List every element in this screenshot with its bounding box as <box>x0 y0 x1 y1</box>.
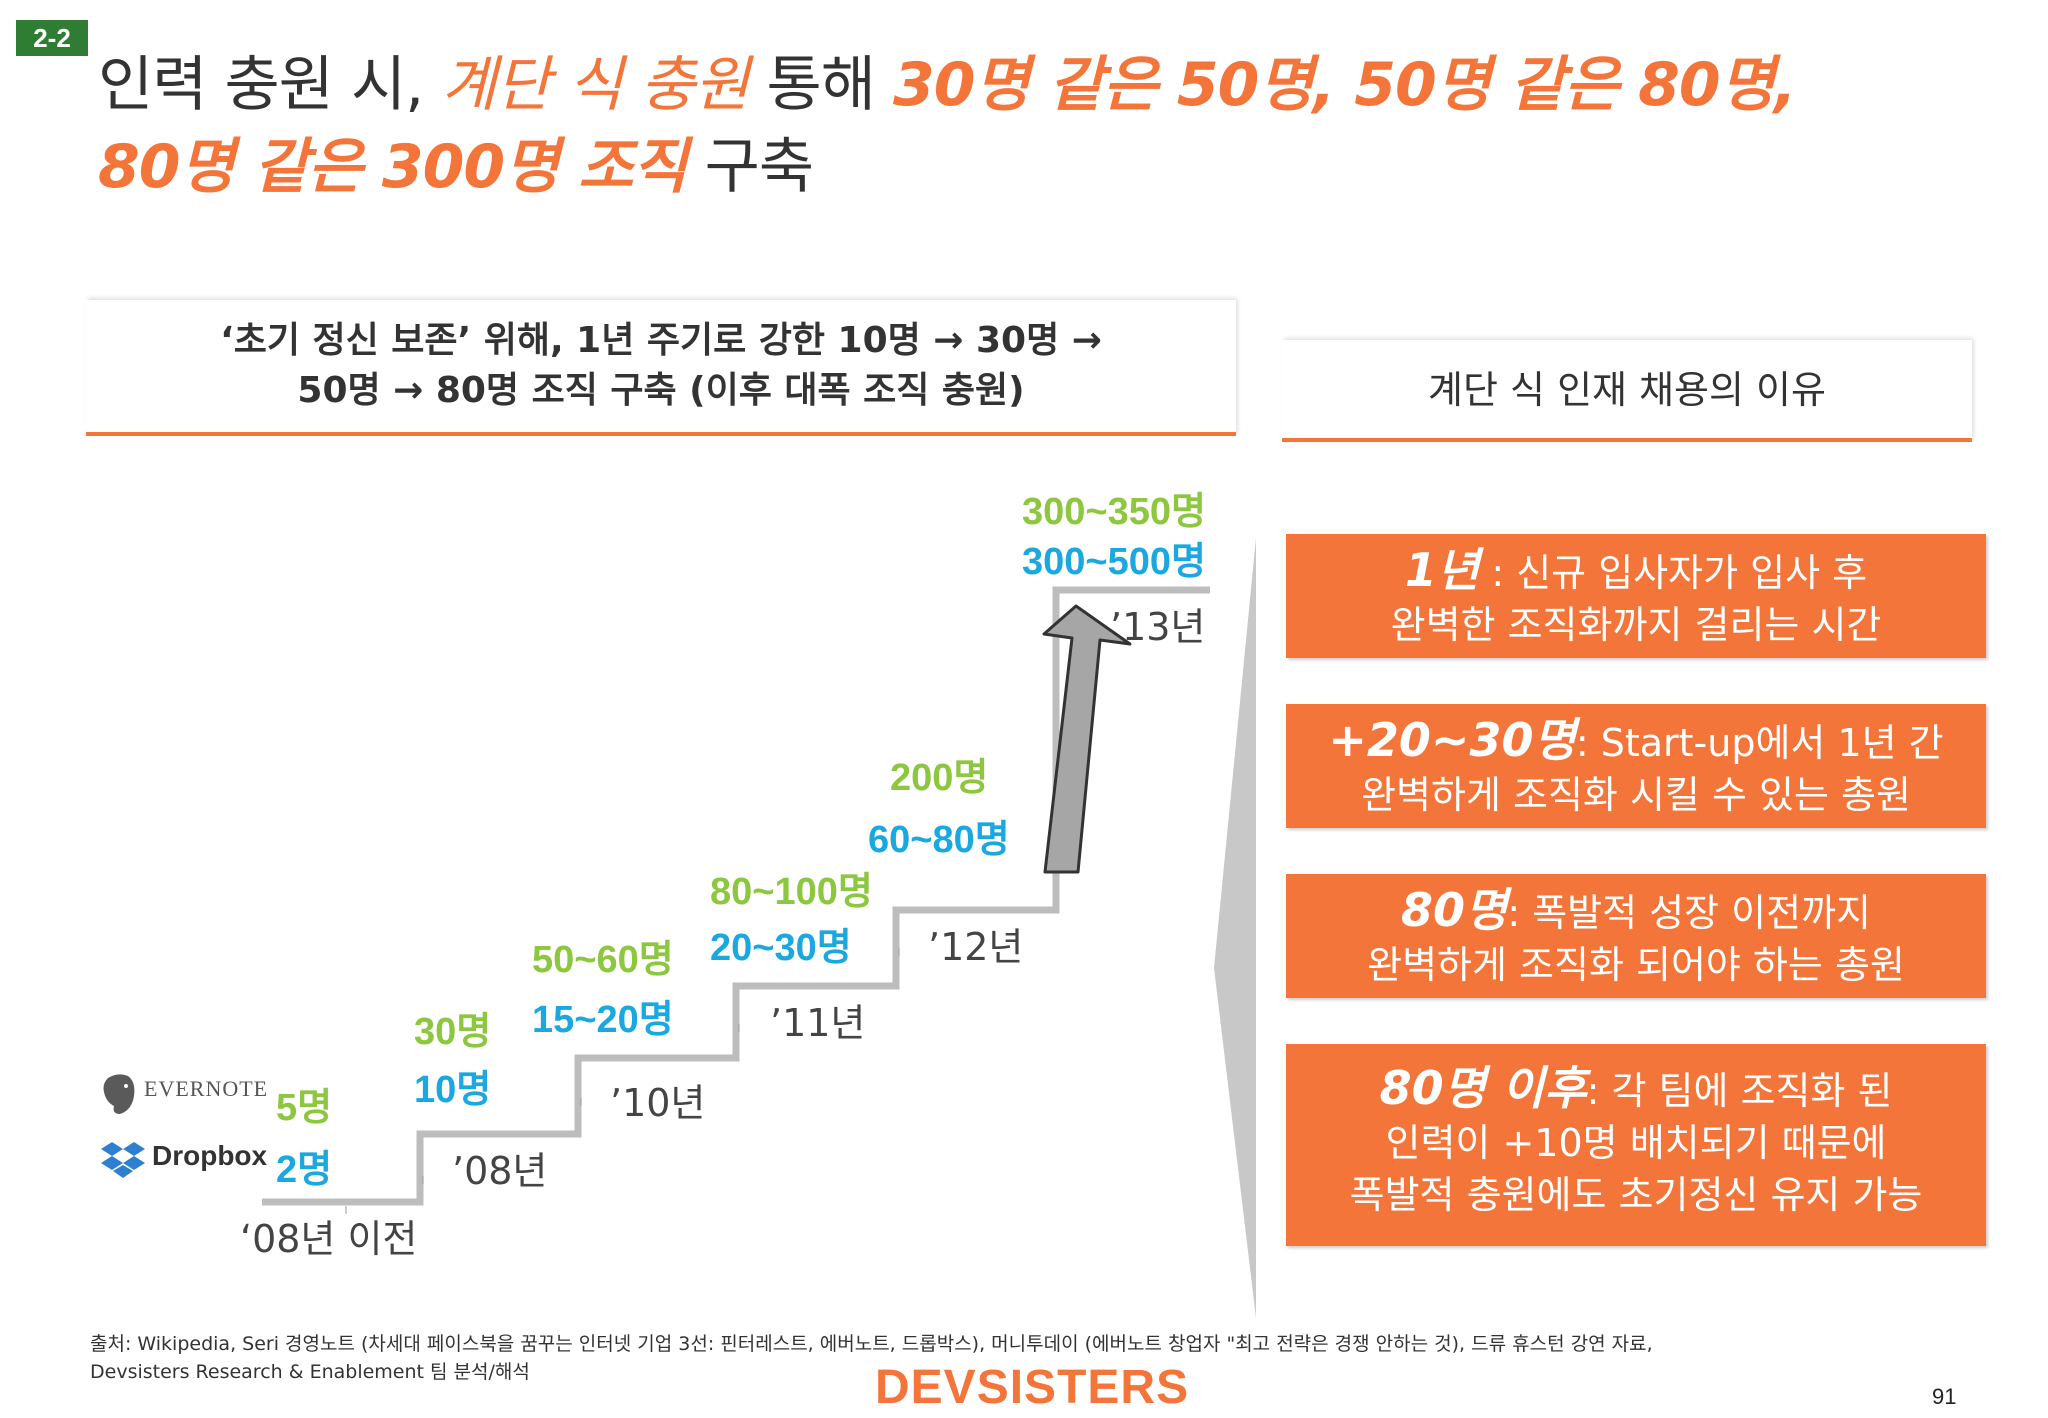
reason-box-2: +20~30명: Start-up에서 1년 간 완벽하게 조직화 시킬 수 있… <box>1286 704 1986 828</box>
step-5-green: 300~350명 <box>1022 491 1206 533</box>
step-2-green: 50~60명 <box>532 939 674 981</box>
title-part-4: 30명 같은 50명, 50명 같은 80명, <box>893 50 1797 120</box>
page-title: 인력 충원 시, 계단 식 충원 통해 30명 같은 50명, 50명 같은 8… <box>98 44 1998 208</box>
reason-4-key: 80명 이후 <box>1379 1061 1587 1115</box>
step-5-blue: 300~500명 <box>1022 541 1206 583</box>
step-1-blue: 10명 <box>414 1069 492 1111</box>
right-section-header: 계단 식 인재 채용의 이유 <box>1282 340 1972 442</box>
step-1-green: 30명 <box>414 1011 492 1053</box>
wedge-shape <box>1214 538 1256 1318</box>
left-section-header: ‘초기 정신 보존’ 위해, 1년 주기로 강한 10명 → 30명 → 50명… <box>86 300 1236 436</box>
reason-3-text-2: 완벽하게 조직화 되어야 하는 총원 <box>1367 943 1905 987</box>
step-2-blue: 15~20명 <box>532 999 674 1041</box>
step-3-blue: 20~30명 <box>710 927 852 969</box>
step-4-year: ’12년 <box>928 925 1024 969</box>
dropbox-logo-text: Dropbox <box>152 1140 268 1171</box>
title-part-6: 구축 <box>686 132 814 202</box>
step-4-green: 200명 <box>890 757 989 799</box>
reason-2-text-1: : Start-up에서 1년 간 <box>1575 721 1944 765</box>
step-5-year: ’13년 <box>1110 605 1206 649</box>
step-4-blue: 60~80명 <box>868 819 1010 861</box>
title-part-1: 인력 충원 시, <box>98 50 442 120</box>
title-part-3: 통해 <box>748 50 893 120</box>
step-1-year: ’08년 <box>452 1149 548 1193</box>
left-header-line-2: 50명 → 80명 조직 구축 (이후 대폭 조직 충원) <box>297 370 1025 411</box>
reason-1-text-1: : 신규 입사자가 입사 후 <box>1479 551 1868 595</box>
section-badge: 2-2 <box>16 20 88 56</box>
dropbox-icon <box>100 1140 146 1180</box>
devsisters-logo: DEVSISTERS <box>875 1361 1190 1414</box>
evernote-logo-text: EVERNOTE <box>144 1076 269 1101</box>
reason-1-key: 1년 <box>1404 543 1480 597</box>
reason-box-1: 1년 : 신규 입사자가 입사 후 완벽한 조직화까지 걸리는 시간 <box>1286 534 1986 658</box>
reason-2-key: +20~30명 <box>1328 713 1576 767</box>
page-number: 91 <box>1932 1384 1957 1409</box>
step-3-green: 80~100명 <box>710 871 873 913</box>
reason-4-text-2: 인력이 +10명 배치되기 때문에 <box>1385 1121 1887 1165</box>
source-line-2: Devsisters Research & Enablement 팀 분석/해석 <box>90 1361 530 1383</box>
step-0-blue: 2명 <box>276 1149 333 1191</box>
reason-box-3: 80명: 폭발적 성장 이전까지 완벽하게 조직화 되어야 하는 총원 <box>1286 874 1986 998</box>
source-line-1: 출처: Wikipedia, Seri 경영노트 (차세대 페이스북을 꿈꾸는 … <box>90 1333 1653 1355</box>
step-3-year: ’11년 <box>770 1001 866 1045</box>
reason-1-text-2: 완벽한 조직화까지 걸리는 시간 <box>1390 603 1882 647</box>
growth-arrow <box>1042 604 1132 874</box>
title-part-5: 80명 같은 300명 조직 <box>98 132 688 202</box>
evernote-icon <box>100 1072 138 1116</box>
reason-2-text-2: 완벽하게 조직화 시킬 수 있는 총원 <box>1361 773 1911 817</box>
title-part-2: 계단 식 충원 <box>441 50 749 120</box>
step-2-year: ’10년 <box>610 1081 706 1125</box>
reason-4-text-1: : 각 팀에 조직화 된 <box>1586 1069 1893 1113</box>
reason-3-key: 80명 <box>1400 883 1508 937</box>
source-footnote: 출처: Wikipedia, Seri 경영노트 (차세대 페이스북을 꿈꾸는 … <box>90 1330 1940 1386</box>
left-header-line-1: ‘초기 정신 보존’ 위해, 1년 주기로 강한 10명 → 30명 → <box>220 320 1102 361</box>
reason-box-4: 80명 이후: 각 팀에 조직화 된 인력이 +10명 배치되기 때문에 폭발적… <box>1286 1044 1986 1246</box>
reason-3-text-1: : 폭발적 성장 이전까지 <box>1507 891 1872 935</box>
step-0-year: ‘08년 이전 <box>240 1217 418 1261</box>
reason-4-text-3: 폭발적 충원에도 초기정신 유지 가능 <box>1349 1173 1923 1217</box>
step-0-green: 5명 <box>276 1087 333 1129</box>
